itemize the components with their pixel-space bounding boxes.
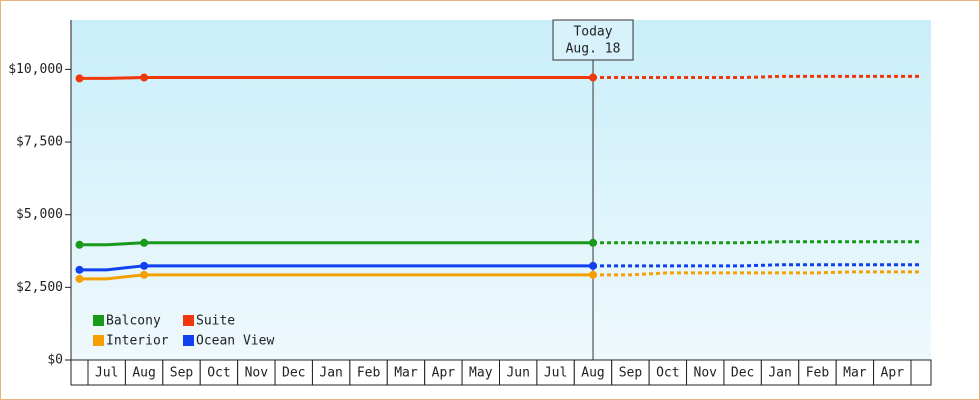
x-cell [274, 359, 313, 386]
point [589, 270, 598, 279]
legend-label: Suite [196, 314, 235, 329]
x-cell [499, 359, 538, 386]
x-cell [910, 359, 932, 386]
x-cell [873, 359, 912, 386]
x-tick-label: Jan [319, 366, 342, 381]
history-line [79, 76, 594, 80]
x-tick-label: Apr [432, 366, 456, 381]
forecast-line [593, 263, 921, 268]
point [140, 261, 149, 270]
forecast-line [593, 74, 921, 80]
history-line [79, 273, 594, 281]
today-label: Today [573, 25, 612, 40]
plot-area [71, 20, 931, 360]
legend-swatch [93, 335, 104, 346]
x-tick-label: Oct [656, 366, 679, 381]
x-cell [199, 359, 239, 386]
legend-swatch [93, 315, 104, 326]
x-tick-label: Feb [806, 366, 830, 381]
x-tick-label: Jul [544, 366, 567, 381]
y-tick-label: $7,500 [16, 135, 63, 150]
x-tick-label: Feb [357, 366, 381, 381]
x-cell [536, 359, 575, 386]
x-tick-label: May [469, 366, 493, 381]
point [75, 74, 84, 83]
y-tick-label: $5,000 [16, 207, 63, 222]
forecast-line [593, 240, 921, 245]
today-box [552, 19, 634, 61]
x-tick-label: Aug [581, 366, 604, 381]
point [589, 73, 598, 82]
history-line [79, 241, 594, 247]
point [75, 265, 84, 274]
point [75, 240, 84, 249]
x-tick-label: Jan [768, 366, 791, 381]
history-line [79, 264, 594, 272]
x-cell [311, 359, 351, 386]
point [140, 73, 149, 82]
legend-label: Interior [106, 334, 169, 349]
x-cell [70, 359, 89, 386]
x-tick-label: Dec [731, 366, 754, 381]
legend-label: Ocean View [196, 334, 274, 349]
x-tick-label: Jun [506, 366, 529, 381]
y-tick-label: $2,500 [16, 280, 63, 295]
x-tick-label: Nov [245, 366, 269, 381]
x-cell [237, 359, 276, 386]
point [140, 270, 149, 279]
x-tick-label: Dec [282, 366, 305, 381]
legend-swatch [183, 335, 194, 346]
today-label: Aug. 18 [566, 42, 621, 57]
x-tick-label: Aug [132, 366, 155, 381]
y-tick-label: $10,000 [8, 62, 63, 77]
point [589, 261, 598, 270]
x-tick-label: Sep [170, 366, 194, 381]
point [589, 238, 598, 247]
x-cell [386, 359, 426, 386]
legend-swatch [183, 315, 194, 326]
point [140, 238, 149, 247]
x-tick-label: Apr [881, 366, 905, 381]
x-tick-label: Nov [694, 366, 718, 381]
x-cell [424, 359, 463, 386]
y-tick-label: $0 [47, 353, 63, 368]
x-tick-label: Oct [207, 366, 230, 381]
forecast-line [593, 270, 921, 277]
x-tick-label: Mar [843, 366, 867, 381]
x-tick-label: Sep [619, 366, 643, 381]
x-tick-label: Jul [95, 366, 118, 381]
legend-label: Balcony [106, 314, 161, 329]
point [75, 274, 84, 283]
x-tick-label: Mar [394, 366, 418, 381]
